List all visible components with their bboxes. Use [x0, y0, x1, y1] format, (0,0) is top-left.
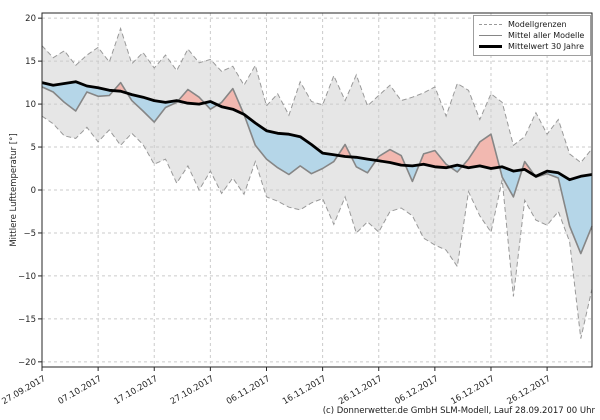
- y-tick-label: −15: [18, 315, 36, 325]
- warm-anomaly-fill: [177, 89, 205, 105]
- warm-anomaly-fill: [217, 88, 244, 115]
- legend-item-modellgrenzen: Modellgrenzen: [479, 19, 585, 30]
- x-tick-label: 26.11.2017: [337, 374, 384, 407]
- y-tick-label: 10: [25, 100, 36, 110]
- y-tick-label: −10: [18, 272, 36, 282]
- y-tick-label: −20: [18, 358, 36, 368]
- model-upper-bound-line: [41, 26, 593, 164]
- cold-anomaly-fill: [499, 166, 523, 197]
- model-mean-line: [41, 81, 593, 255]
- legend: Modellgrenzen Mittel aller Modelle Mitte…: [473, 15, 591, 56]
- warm-anomaly-fill: [419, 150, 450, 168]
- x-tick-label: 06.12.2017: [393, 374, 440, 407]
- y-tick-label: 5: [31, 143, 36, 153]
- y-tick-label: 0: [31, 186, 36, 196]
- model-lower-bound-line: [41, 115, 593, 339]
- x-tick-label: 06.11.2017: [225, 374, 272, 407]
- gray-line-sample-icon: [479, 34, 502, 37]
- black-line-sample-icon: [479, 45, 502, 48]
- x-tick-label: 27.10.2017: [169, 374, 216, 407]
- x-tick-label: 17.10.2017: [113, 374, 160, 407]
- warm-anomaly-fill: [337, 144, 352, 157]
- copyright-caption: (c) Donnerwetter.de GmbH SLM-Modell, Lau…: [322, 406, 595, 416]
- cold-anomaly-fill: [405, 164, 420, 182]
- x-tick-label: 16.11.2017: [281, 374, 328, 407]
- x-tick-label: 07.10.2017: [56, 374, 103, 407]
- legend-item-mittelwert-30-jahre: Mittelwert 30 Jahre: [479, 41, 585, 52]
- x-tick-label: 27.09.2017: [0, 374, 47, 407]
- cold-anomaly-fill: [534, 171, 592, 254]
- dashed-line-sample-icon: [479, 24, 502, 25]
- cold-anomaly-fill: [42, 81, 114, 111]
- anomaly-fills: [42, 81, 592, 254]
- legend-item-mittel-aller-modelle: Mittel aller Modelle: [479, 30, 585, 41]
- cold-anomaly-fill: [127, 93, 178, 123]
- x-tick-label: 16.12.2017: [449, 374, 496, 407]
- y-tick-label: −5: [23, 229, 36, 239]
- climate-mean-line: [41, 80, 593, 182]
- x-tick-label: 26.12.2017: [505, 374, 552, 407]
- model-range-band: [42, 28, 592, 339]
- y-tick-label: 20: [25, 14, 36, 24]
- y-axis-label: Mittlere Lufttemperatur [°]: [9, 133, 19, 247]
- y-tick-label: 15: [25, 57, 36, 67]
- warm-anomaly-fill: [462, 134, 500, 169]
